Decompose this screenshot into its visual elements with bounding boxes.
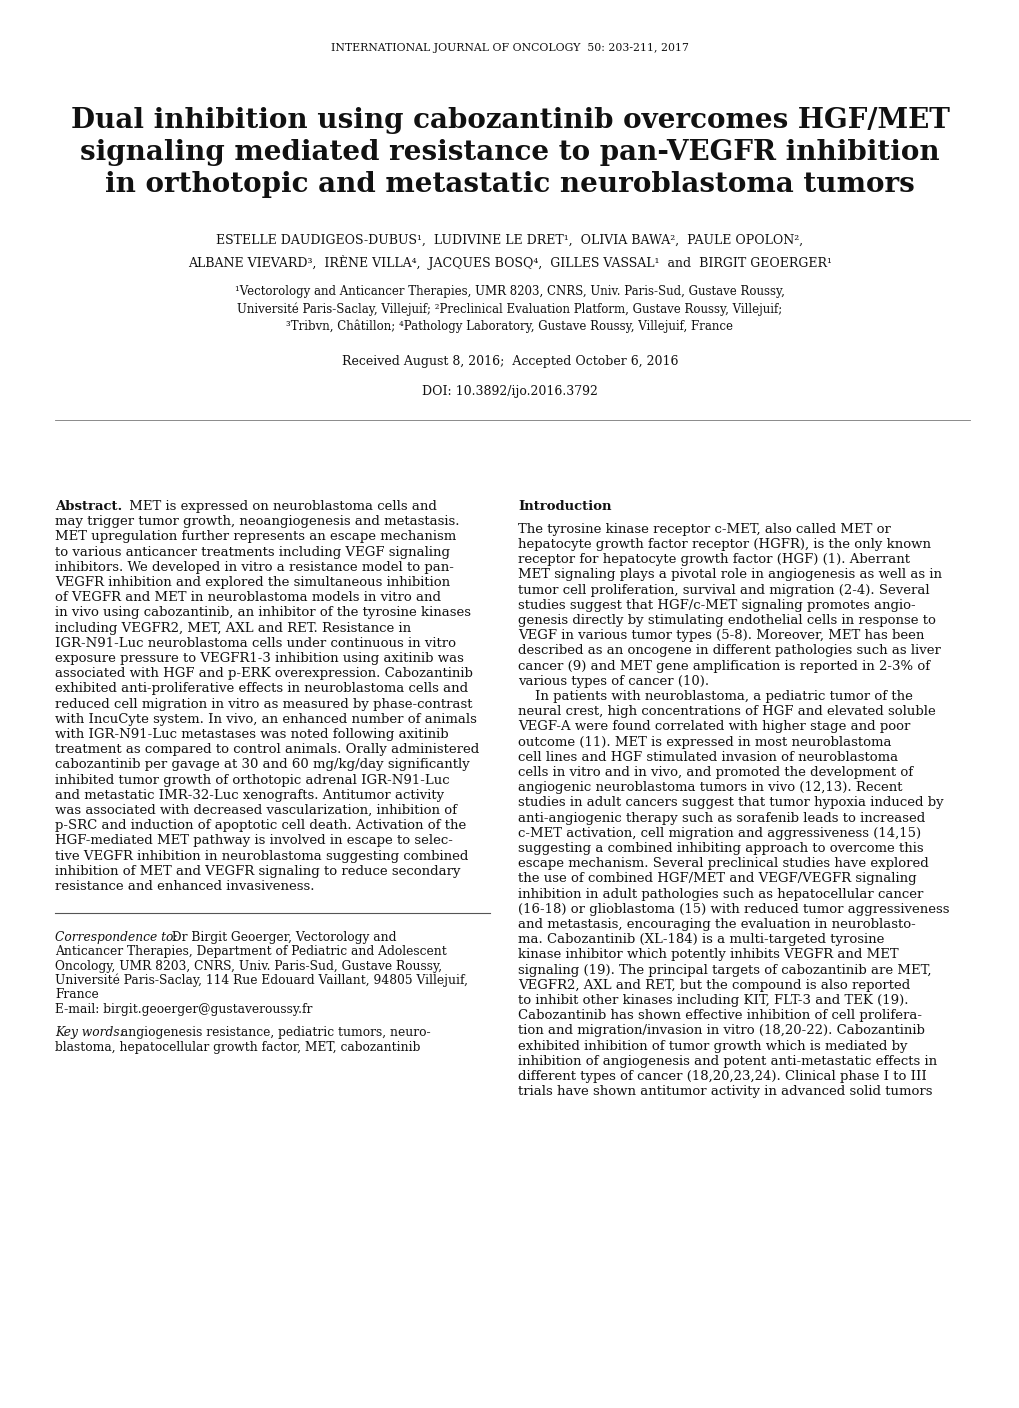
Text: inhibition in adult pathologies such as hepatocellular cancer: inhibition in adult pathologies such as …	[518, 887, 922, 901]
Text: trials have shown antitumor activity in advanced solid tumors: trials have shown antitumor activity in …	[518, 1086, 931, 1098]
Text: outcome (11). MET is expressed in most neuroblastoma: outcome (11). MET is expressed in most n…	[518, 735, 891, 749]
Text: Université Paris-Saclay, 114 Rue Edouard Vaillant, 94805 Villejuif,: Université Paris-Saclay, 114 Rue Edouard…	[55, 974, 468, 987]
Text: VEGFR inhibition and explored the simultaneous inhibition: VEGFR inhibition and explored the simult…	[55, 576, 449, 589]
Text: ALBANE VIEVARD³,  IRÈNE VILLA⁴,  JACQUES BOSQ⁴,  GILLES VASSAL¹  and  BIRGIT GEO: ALBANE VIEVARD³, IRÈNE VILLA⁴, JACQUES B…	[187, 255, 832, 269]
Text: Received August 8, 2016;  Accepted October 6, 2016: Received August 8, 2016; Accepted Octobe…	[341, 355, 678, 369]
Text: ³Tribvn, Châtillon; ⁴Pathology Laboratory, Gustave Roussy, Villejuif, France: ³Tribvn, Châtillon; ⁴Pathology Laborator…	[286, 320, 733, 332]
Text: described as an oncogene in different pathologies such as liver: described as an oncogene in different pa…	[518, 645, 940, 658]
Text: and metastasis, encouraging the evaluation in neuroblasto-: and metastasis, encouraging the evaluati…	[518, 918, 915, 931]
Text: The tyrosine kinase receptor c-MET, also called MET or: The tyrosine kinase receptor c-MET, also…	[518, 522, 890, 536]
Text: ESTELLE DAUDIGEOS-DUBUS¹,  LUDIVINE LE DRET¹,  OLIVIA BAWA²,  PAULE OPOLON²,: ESTELLE DAUDIGEOS-DUBUS¹, LUDIVINE LE DR…	[216, 234, 803, 246]
Text: signaling (19). The principal targets of cabozantinib are MET,: signaling (19). The principal targets of…	[518, 963, 930, 977]
Text: with IncuCyte system. In vivo, an enhanced number of animals: with IncuCyte system. In vivo, an enhanc…	[55, 712, 477, 725]
Text: ¹Vectorology and Anticancer Therapies, UMR 8203, CNRS, Univ. Paris-Sud, Gustave : ¹Vectorology and Anticancer Therapies, U…	[234, 286, 785, 298]
Text: cells in vitro and in vivo, and promoted the development of: cells in vitro and in vivo, and promoted…	[518, 766, 912, 779]
Text: Université Paris-Saclay, Villejuif; ²Preclinical Evaluation Platform, Gustave Ro: Université Paris-Saclay, Villejuif; ²Pre…	[237, 303, 782, 315]
Text: studies in adult cancers suggest that tumor hypoxia induced by: studies in adult cancers suggest that tu…	[518, 797, 943, 810]
Text: escape mechanism. Several preclinical studies have explored: escape mechanism. Several preclinical st…	[518, 857, 928, 870]
Text: Dual inhibition using cabozantinib overcomes HGF/MET: Dual inhibition using cabozantinib overc…	[70, 107, 949, 134]
Text: cell lines and HGF stimulated invasion of neuroblastoma: cell lines and HGF stimulated invasion o…	[518, 750, 898, 763]
Text: c-MET activation, cell migration and aggressiveness (14,15): c-MET activation, cell migration and agg…	[518, 826, 920, 839]
Text: inhibition of MET and VEGFR signaling to reduce secondary: inhibition of MET and VEGFR signaling to…	[55, 865, 460, 877]
Text: E-mail: birgit.geoerger@gustaveroussy.fr: E-mail: birgit.geoerger@gustaveroussy.fr	[55, 1004, 312, 1017]
Text: Correspondence to:: Correspondence to:	[55, 931, 177, 945]
Text: suggesting a combined inhibiting approach to overcome this: suggesting a combined inhibiting approac…	[518, 842, 923, 855]
Text: HGF-mediated MET pathway is involved in escape to selec-: HGF-mediated MET pathway is involved in …	[55, 835, 452, 848]
Text: Introduction: Introduction	[518, 500, 611, 513]
Text: In patients with neuroblastoma, a pediatric tumor of the: In patients with neuroblastoma, a pediat…	[518, 690, 912, 703]
Text: in vivo using cabozantinib, an inhibitor of the tyrosine kinases: in vivo using cabozantinib, an inhibitor…	[55, 607, 471, 620]
Text: resistance and enhanced invasiveness.: resistance and enhanced invasiveness.	[55, 880, 314, 893]
Text: kinase inhibitor which potently inhibits VEGFR and MET: kinase inhibitor which potently inhibits…	[518, 949, 898, 962]
Text: different types of cancer (18,20,23,24). Clinical phase I to III: different types of cancer (18,20,23,24).…	[518, 1070, 926, 1083]
Text: signaling mediated resistance to pan-VEGFR inhibition: signaling mediated resistance to pan-VEG…	[81, 138, 938, 166]
Text: in orthotopic and metastatic neuroblastoma tumors: in orthotopic and metastatic neuroblasto…	[105, 170, 914, 197]
Text: Anticancer Therapies, Department of Pediatric and Adolescent: Anticancer Therapies, Department of Pedi…	[55, 945, 446, 959]
Text: (16-18) or glioblastoma (15) with reduced tumor aggressiveness: (16-18) or glioblastoma (15) with reduce…	[518, 903, 949, 915]
Text: VEGFR2, AXL and RET, but the compound is also reported: VEGFR2, AXL and RET, but the compound is…	[518, 979, 909, 991]
Text: ma. Cabozantinib (XL-184) is a multi-targeted tyrosine: ma. Cabozantinib (XL-184) is a multi-tar…	[518, 934, 883, 946]
Text: the use of combined HGF/MET and VEGF/VEGFR signaling: the use of combined HGF/MET and VEGF/VEG…	[518, 873, 916, 886]
Text: was associated with decreased vascularization, inhibition of: was associated with decreased vasculariz…	[55, 804, 457, 817]
Text: Abstract.: Abstract.	[55, 500, 122, 513]
Text: and metastatic IMR-32-Luc xenografts. Antitumor activity: and metastatic IMR-32-Luc xenografts. An…	[55, 788, 443, 801]
Text: treatment as compared to control animals. Orally administered: treatment as compared to control animals…	[55, 743, 479, 756]
Text: VEGF in various tumor types (5-8). Moreover, MET has been: VEGF in various tumor types (5-8). Moreo…	[518, 629, 923, 642]
Text: of VEGFR and MET in neuroblastoma models in vitro and: of VEGFR and MET in neuroblastoma models…	[55, 591, 440, 604]
Text: MET upregulation further represents an escape mechanism: MET upregulation further represents an e…	[55, 531, 455, 543]
Text: exposure pressure to VEGFR1-3 inhibition using axitinib was: exposure pressure to VEGFR1-3 inhibition…	[55, 652, 464, 665]
Text: including VEGFR2, MET, AXL and RET. Resistance in: including VEGFR2, MET, AXL and RET. Resi…	[55, 621, 411, 635]
Text: receptor for hepatocyte growth factor (HGF) (1). Aberrant: receptor for hepatocyte growth factor (H…	[518, 553, 909, 566]
Text: exhibited anti-proliferative effects in neuroblastoma cells and: exhibited anti-proliferative effects in …	[55, 683, 468, 696]
Text: may trigger tumor growth, neoangiogenesis and metastasis.: may trigger tumor growth, neoangiogenesi…	[55, 515, 459, 528]
Text: inhibitors. We developed in vitro a resistance model to pan-: inhibitors. We developed in vitro a resi…	[55, 560, 453, 574]
Text: Cabozantinib has shown effective inhibition of cell prolifera-: Cabozantinib has shown effective inhibit…	[518, 1010, 921, 1022]
Text: tion and migration/invasion in vitro (18,20-22). Cabozantinib: tion and migration/invasion in vitro (18…	[518, 1025, 924, 1038]
Text: inhibition of angiogenesis and potent anti-metastatic effects in: inhibition of angiogenesis and potent an…	[518, 1055, 936, 1067]
Text: reduced cell migration in vitro as measured by phase-contrast: reduced cell migration in vitro as measu…	[55, 697, 472, 711]
Text: angiogenesis resistance, pediatric tumors, neuro-: angiogenesis resistance, pediatric tumor…	[117, 1026, 430, 1039]
Text: Oncology, UMR 8203, CNRS, Univ. Paris-Sud, Gustave Roussy,: Oncology, UMR 8203, CNRS, Univ. Paris-Su…	[55, 960, 441, 973]
Text: to inhibit other kinases including KIT, FLT-3 and TEK (19).: to inhibit other kinases including KIT, …	[518, 994, 908, 1007]
Text: Dr Birgit Geoerger, Vectorology and: Dr Birgit Geoerger, Vectorology and	[168, 931, 396, 945]
Text: various types of cancer (10).: various types of cancer (10).	[518, 674, 708, 687]
Text: with IGR-N91-Luc metastases was noted following axitinib: with IGR-N91-Luc metastases was noted fo…	[55, 728, 448, 741]
Text: VEGF-A were found correlated with higher stage and poor: VEGF-A were found correlated with higher…	[518, 721, 910, 734]
Text: neural crest, high concentrations of HGF and elevated soluble: neural crest, high concentrations of HGF…	[518, 705, 934, 718]
Text: cancer (9) and MET gene amplification is reported in 2-3% of: cancer (9) and MET gene amplification is…	[518, 659, 929, 673]
Text: Key words:: Key words:	[55, 1026, 123, 1039]
Text: tive VEGFR inhibition in neuroblastoma suggesting combined: tive VEGFR inhibition in neuroblastoma s…	[55, 849, 468, 863]
Text: anti-angiogenic therapy such as sorafenib leads to increased: anti-angiogenic therapy such as sorafeni…	[518, 811, 924, 825]
Text: angiogenic neuroblastoma tumors in vivo (12,13). Recent: angiogenic neuroblastoma tumors in vivo …	[518, 781, 902, 794]
Text: p-SRC and induction of apoptotic cell death. Activation of the: p-SRC and induction of apoptotic cell de…	[55, 819, 466, 832]
Text: to various anticancer treatments including VEGF signaling: to various anticancer treatments includi…	[55, 546, 449, 559]
Text: INTERNATIONAL JOURNAL OF ONCOLOGY  50: 203-211, 2017: INTERNATIONAL JOURNAL OF ONCOLOGY 50: 20…	[331, 44, 688, 54]
Text: exhibited inhibition of tumor growth which is mediated by: exhibited inhibition of tumor growth whi…	[518, 1039, 907, 1053]
Text: genesis directly by stimulating endothelial cells in response to: genesis directly by stimulating endothel…	[518, 614, 935, 627]
Text: cabozantinib per gavage at 30 and 60 mg/kg/day significantly: cabozantinib per gavage at 30 and 60 mg/…	[55, 759, 470, 772]
Text: associated with HGF and p-ERK overexpression. Cabozantinib: associated with HGF and p-ERK overexpres…	[55, 667, 473, 680]
Text: IGR-N91-Luc neuroblastoma cells under continuous in vitro: IGR-N91-Luc neuroblastoma cells under co…	[55, 636, 455, 650]
Text: hepatocyte growth factor receptor (HGFR), is the only known: hepatocyte growth factor receptor (HGFR)…	[518, 538, 930, 551]
Text: France: France	[55, 988, 99, 1001]
Text: blastoma, hepatocellular growth factor, MET, cabozantinib: blastoma, hepatocellular growth factor, …	[55, 1041, 420, 1053]
Text: tumor cell proliferation, survival and migration (2-4). Several: tumor cell proliferation, survival and m…	[518, 583, 928, 597]
Text: DOI: 10.3892/ijo.2016.3792: DOI: 10.3892/ijo.2016.3792	[422, 386, 597, 398]
Text: MET is expressed on neuroblastoma cells and: MET is expressed on neuroblastoma cells …	[125, 500, 436, 513]
Text: MET signaling plays a pivotal role in angiogenesis as well as in: MET signaling plays a pivotal role in an…	[518, 569, 942, 582]
Text: studies suggest that HGF/c-MET signaling promotes angio-: studies suggest that HGF/c-MET signaling…	[518, 598, 915, 612]
Text: inhibited tumor growth of orthotopic adrenal IGR-N91-Luc: inhibited tumor growth of orthotopic adr…	[55, 773, 449, 787]
